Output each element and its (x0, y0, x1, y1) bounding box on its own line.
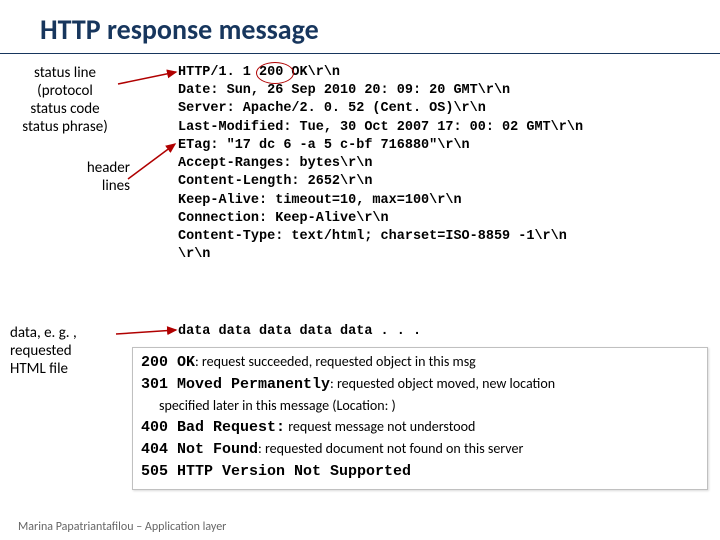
label-status-line: status line(protocolstatus codestatus ph… (10, 64, 120, 136)
status-code-row: 404 Not Found: requested document not fo… (141, 439, 699, 461)
status-code-row: 400 Bad Request: request message not und… (141, 417, 699, 439)
page-title: HTTP response message (0, 0, 720, 54)
label-header-lines: headerlines (60, 159, 130, 195)
http-response-block: HTTP/1. 1 200 OK\r\n Date: Sun, 26 Sep 2… (178, 64, 583, 264)
status-code-row: 200 OK: request succeeded, requested obj… (141, 352, 699, 374)
http-body-data: data data data data data . . . (178, 324, 421, 339)
label-data-body: data, e. g. ,requestedHTML file (10, 324, 120, 378)
slide-content: status line(protocolstatus codestatus ph… (0, 54, 720, 62)
status-code-row: 301 Moved Permanently: requested object … (141, 374, 699, 396)
status-codes-box: 200 OK: request succeeded, requested obj… (132, 347, 708, 490)
status-code-row: 505 HTTP Version Not Supported (141, 461, 699, 483)
slide-footer: Marina Papatriantafilou – Application la… (18, 520, 226, 534)
status-code-row: specified later in this message (Locatio… (159, 396, 699, 418)
